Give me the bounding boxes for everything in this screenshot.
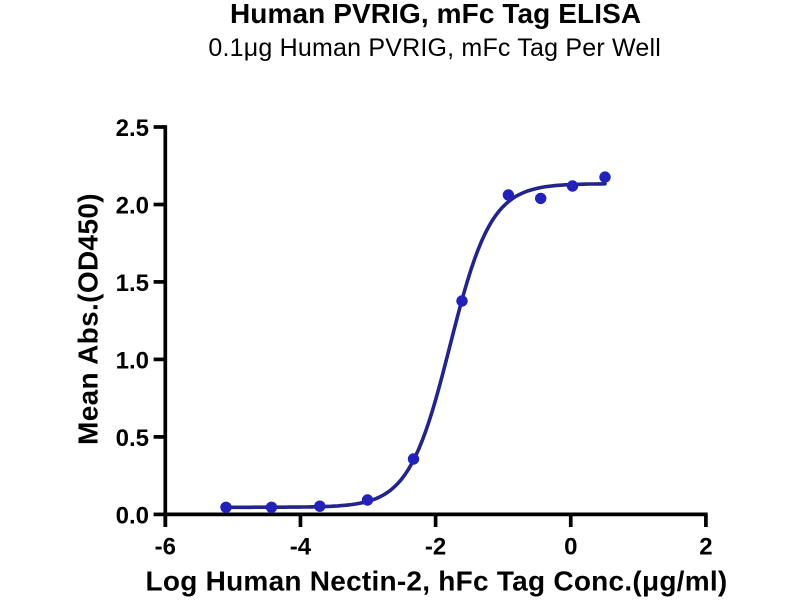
svg-text:2.5: 2.5 [116,115,149,142]
svg-text:0.1μg Human PVRIG, mFc Tag Per: 0.1μg Human PVRIG, mFc Tag Per Well [208,34,661,62]
svg-text:Log Human Nectin-2, hFc Tag Co: Log Human Nectin-2, hFc Tag Conc.(μg/ml) [146,566,728,597]
svg-text:0.5: 0.5 [116,425,149,452]
svg-text:1.0: 1.0 [116,347,149,374]
svg-text:1.5: 1.5 [116,270,149,297]
svg-text:0: 0 [564,533,577,560]
svg-text:2.0: 2.0 [116,193,149,220]
svg-text:-4: -4 [290,533,312,560]
svg-text:Mean Abs.(OD450): Mean Abs.(OD450) [73,193,104,445]
svg-text:Human PVRIG, mFc Tag ELISA: Human PVRIG, mFc Tag ELISA [230,0,641,29]
svg-text:0.0: 0.0 [116,502,149,529]
svg-text:-6: -6 [155,533,176,560]
svg-text:-2: -2 [425,533,446,560]
svg-text:2: 2 [699,533,712,560]
